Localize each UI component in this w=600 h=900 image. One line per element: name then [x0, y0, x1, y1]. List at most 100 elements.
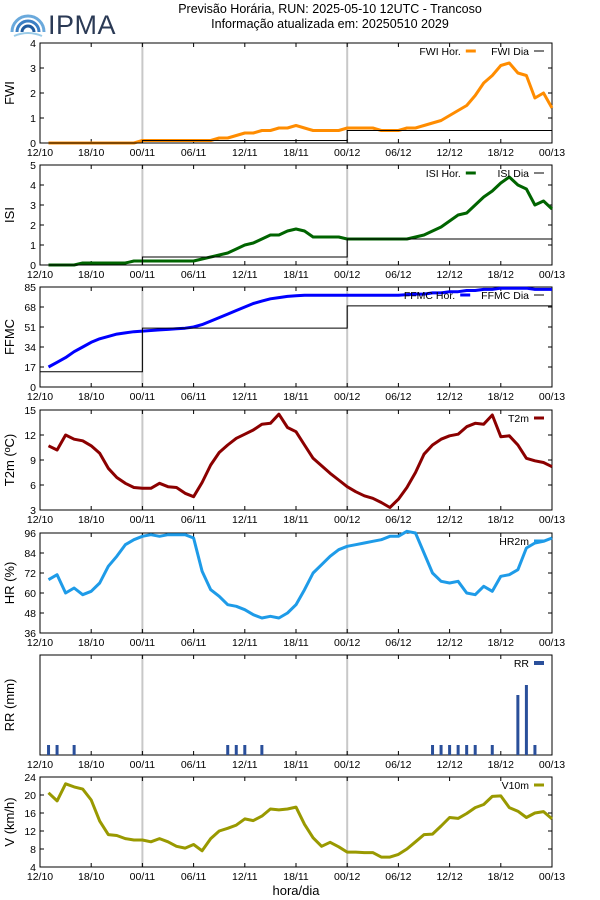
x-tick-label: 18/12: [488, 637, 514, 649]
chart-title: Previsão Horária, RUN: 2025-05-10 12UTC …: [178, 2, 482, 16]
x-tick-label: 06/12: [385, 871, 411, 883]
rain-bar: [431, 745, 435, 755]
logo-arcs-icon: [10, 14, 46, 37]
x-tick-label: 18/10: [78, 269, 104, 281]
x-tick-label: 18/12: [488, 871, 514, 883]
x-tick-label: 06/12: [385, 759, 411, 771]
x-tick-label: 06/11: [181, 391, 207, 403]
x-axis-label: hora/dia: [273, 883, 321, 898]
y-tick-label: 16: [24, 808, 36, 820]
y-tick-label: 68: [24, 302, 36, 314]
y-tick-label: 1: [30, 240, 36, 252]
x-tick-label: 18/10: [78, 637, 104, 649]
x-tick-label: 12/10: [27, 147, 53, 159]
panel-7: 12/10 18/10 00/11 06/11 12/11 18/11 00/12 06/12…: [2, 772, 565, 883]
y-axis-label: FFMC: [2, 319, 17, 355]
y-axis-label: T2m (ºC): [2, 434, 17, 486]
y-axis-label: V (km/h): [2, 797, 17, 846]
x-tick-label: 00/12: [334, 871, 360, 883]
y-tick-label: 85: [24, 282, 36, 294]
y-tick-label: 2: [30, 88, 36, 100]
x-tick-label: 18/11: [283, 871, 309, 883]
x-tick-label: 12/12: [436, 147, 462, 159]
y-tick-label: 1: [30, 113, 36, 125]
x-tick-label: 18/12: [488, 269, 514, 281]
x-tick-label: 00/13: [539, 269, 565, 281]
panel-6: 12/10 18/10 00/11 06/11 12/11 18/11 00/12 06/12…: [2, 654, 565, 771]
y-tick-label: 17: [24, 362, 36, 374]
y-tick-label: 72: [24, 568, 36, 580]
x-tick-label: 00/12: [334, 759, 360, 771]
y-tick-label: 12: [24, 430, 36, 442]
legend-label: FFMC Dia: [481, 290, 529, 302]
x-tick-label: 00/13: [539, 637, 565, 649]
y-tick-label: 0: [30, 260, 36, 272]
x-tick-label: 12/10: [27, 759, 53, 771]
x-tick-label: 18/10: [78, 514, 104, 526]
rain-bar: [72, 745, 76, 755]
y-tick-label: 34: [24, 342, 36, 354]
x-tick-label: 12/11: [232, 514, 258, 526]
y-tick-label: 84: [24, 548, 36, 560]
rain-bar: [465, 745, 469, 755]
x-tick-label: 06/11: [181, 147, 207, 159]
y-tick-label: 6: [30, 480, 36, 492]
legend-label: FWI Dia: [491, 46, 529, 58]
plot-frame: [39, 776, 553, 868]
y-tick-label: 8: [30, 844, 36, 856]
rain-bar: [234, 745, 238, 755]
plot-frame: [39, 409, 553, 511]
x-tick-label: 12/10: [27, 391, 53, 403]
rain-bar: [448, 745, 452, 755]
header: IPMA Previsão Horária, RUN: 2025-05-10 1…: [0, 0, 600, 40]
y-tick-label: 36: [24, 628, 36, 640]
rain-bar: [226, 745, 230, 755]
x-tick-label: 18/11: [283, 147, 309, 159]
x-tick-label: 18/12: [488, 759, 514, 771]
y-tick-label: 60: [24, 588, 36, 600]
legend-label: ISI Dia: [497, 168, 529, 180]
plot-frame: [39, 654, 553, 756]
y-tick-label: 5: [30, 160, 36, 172]
rain-bar: [490, 745, 494, 755]
x-tick-label: 12/11: [232, 759, 258, 771]
daily-step-line: [40, 130, 552, 144]
y-tick-label: 9: [30, 455, 36, 467]
y-tick-label: 3: [30, 200, 36, 212]
rain-bar: [260, 745, 264, 755]
x-tick-label: 12/12: [436, 269, 462, 281]
x-tick-label: 00/12: [334, 147, 360, 159]
y-tick-label: 4: [30, 180, 36, 192]
x-tick-label: 12/11: [232, 871, 258, 883]
x-tick-label: 06/11: [181, 759, 207, 771]
x-tick-label: 12/10: [27, 871, 53, 883]
rain-bar: [47, 745, 51, 755]
series-line: [47, 529, 553, 620]
x-tick-label: 18/11: [283, 514, 309, 526]
x-tick-label: 00/11: [130, 147, 156, 159]
y-tick-label: 4: [30, 862, 36, 874]
chart-title-block: Previsão Horária, RUN: 2025-05-10 12UTC …: [130, 2, 530, 32]
x-tick-label: 00/13: [539, 871, 565, 883]
x-tick-label: 06/12: [385, 391, 411, 403]
x-tick-label: 06/11: [181, 871, 207, 883]
rain-bar: [55, 745, 59, 755]
panel-1: 12/10 18/10 00/11 06/11 12/11 18/11 00/12 06/12…: [2, 38, 565, 159]
x-tick-label: 00/11: [130, 514, 156, 526]
x-tick-label: 18/12: [488, 147, 514, 159]
rain-bar: [533, 745, 537, 755]
legend-label: RR: [514, 658, 530, 670]
x-tick-label: 00/13: [539, 759, 565, 771]
y-tick-label: 20: [24, 790, 36, 802]
panel-3: 12/10 18/10 00/11 06/11 12/11 18/11 00/12 06/12…: [2, 282, 565, 403]
x-tick-label: 12/10: [27, 269, 53, 281]
plot-frame: [39, 164, 553, 266]
rain-bar: [516, 695, 520, 755]
x-tick-label: 12/11: [232, 147, 258, 159]
x-tick-label: 18/10: [78, 391, 104, 403]
legend-label: HR2m: [499, 536, 529, 548]
y-axis-label: HR (%): [2, 562, 17, 605]
legend-label: FWI Hor.: [419, 46, 460, 58]
chart-subtitle: Informação atualizada em: 20250510 2029: [211, 17, 449, 31]
x-tick-label: 18/12: [488, 391, 514, 403]
